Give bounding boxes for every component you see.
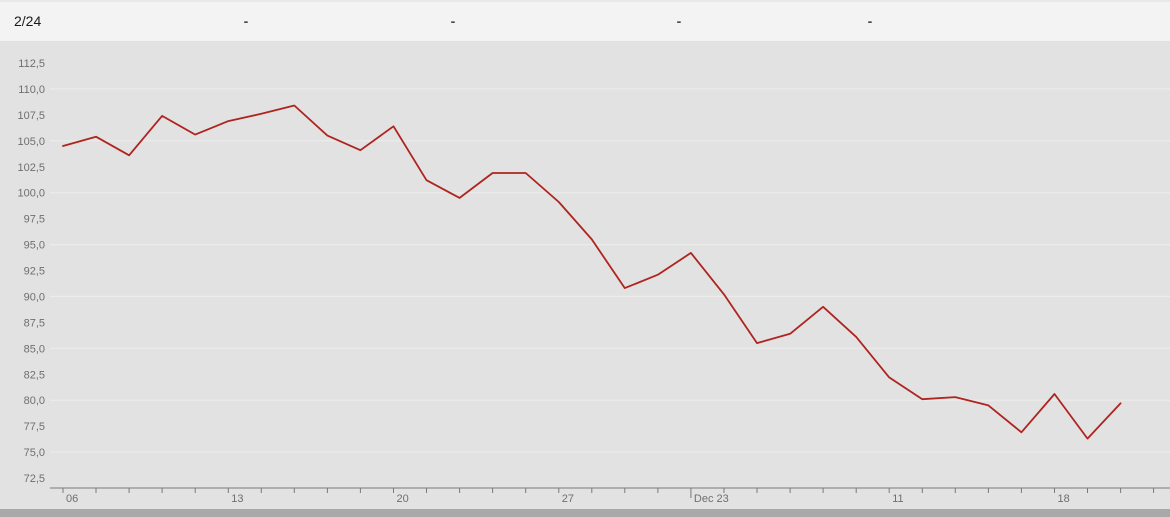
header-dash-cell: - — [676, 13, 682, 29]
price-chart-svg[interactable]: 112,5 110,0 107,5 105,0 102,5 100,0 97,5 95,0 92… — [0, 41, 1170, 509]
header-bar: 2/24 - - - - — [0, 0, 1170, 41]
y-axis-label: 102,5 — [17, 162, 45, 174]
y-axis-label: 90,0 — [24, 291, 45, 303]
header-page-indicator: 2/24 — [14, 13, 42, 29]
price-line[interactable] — [62, 104, 1122, 440]
y-axis-label: 92,5 — [24, 266, 45, 278]
x-axis-label: Dec 23 — [694, 493, 729, 505]
y-axis-label: 77,5 — [24, 421, 45, 433]
x-axis-label: 18 — [1058, 493, 1070, 505]
x-axis-label: 20 — [397, 493, 409, 505]
header-dash-cell: - — [867, 13, 873, 29]
y-axis-label: 85,0 — [24, 343, 45, 355]
y-axis-label: 95,0 — [24, 240, 45, 252]
header-dash-cell: - — [243, 13, 249, 29]
x-axis-label: 06 — [66, 493, 78, 505]
y-axis-label: 82,5 — [24, 369, 45, 381]
bottom-edge-strip — [0, 509, 1170, 517]
y-axis-label: 97,5 — [24, 214, 45, 226]
x-axis-label: 27 — [562, 493, 574, 505]
x-axis-label: 11 — [892, 493, 903, 505]
y-axis-label: 107,5 — [17, 110, 45, 122]
header-dash-cell: - — [450, 13, 456, 29]
y-axis-label: 100,0 — [17, 188, 45, 200]
y-axis-label: 80,0 — [24, 395, 45, 407]
y-axis-label: 112,5 — [18, 58, 45, 70]
x-axis-label: 13 — [231, 493, 243, 505]
y-axis-label: 105,0 — [17, 136, 45, 148]
y-axis-label: 110,0 — [18, 84, 45, 96]
price-chart-area[interactable]: 112,5 110,0 107,5 105,0 102,5 100,0 97,5 95,0 92… — [0, 41, 1170, 509]
y-axis-label: 72,5 — [24, 473, 45, 485]
y-axis-label: 75,0 — [24, 447, 45, 459]
y-axis-label: 87,5 — [24, 317, 45, 329]
